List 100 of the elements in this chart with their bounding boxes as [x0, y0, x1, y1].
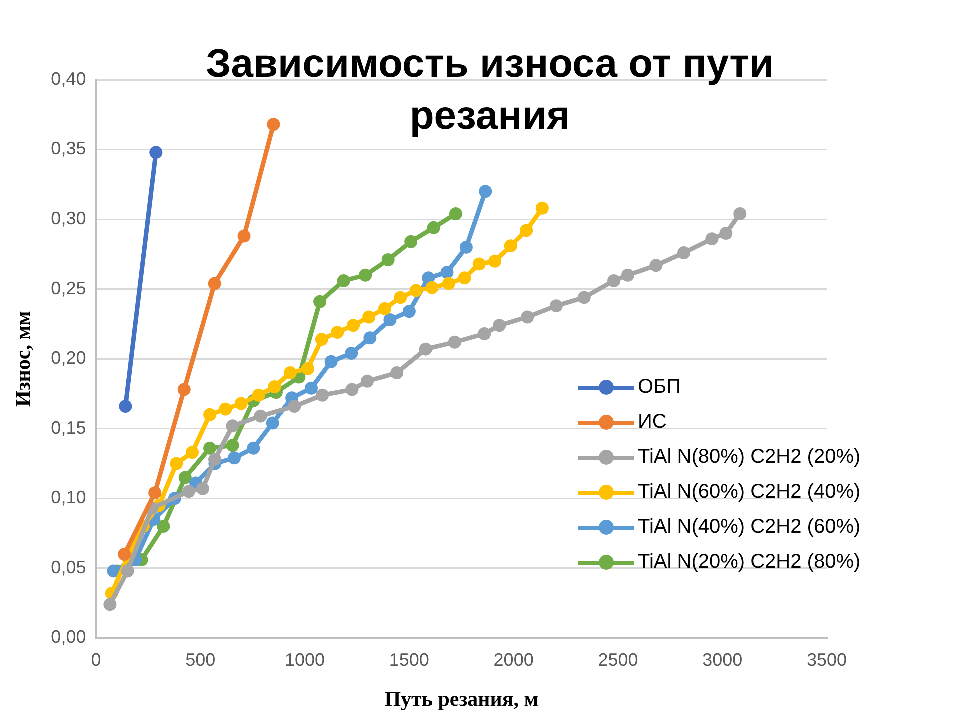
point: [346, 383, 359, 396]
point: [720, 227, 733, 240]
point: [394, 291, 408, 304]
point: [359, 268, 372, 282]
point: [578, 291, 591, 304]
point: [266, 416, 280, 430]
point: [304, 382, 318, 395]
point: [442, 277, 456, 290]
point: [504, 240, 518, 253]
point: [362, 310, 376, 324]
point: [346, 319, 360, 332]
point: [252, 388, 266, 402]
point: [536, 202, 549, 215]
point: [426, 281, 439, 294]
point: [390, 366, 404, 380]
point: [238, 230, 251, 243]
point: [208, 453, 222, 466]
legend-label: TiAl N(60%) C2H2 (40%): [638, 481, 861, 504]
point: [706, 232, 719, 246]
legend-label: ОБП: [638, 376, 682, 399]
point: [204, 442, 217, 455]
x-tick-label: 0: [91, 650, 102, 670]
point: [268, 380, 282, 394]
point: [427, 221, 440, 234]
y-tick-label: 0,30: [51, 208, 86, 229]
y-tick-label: 0,15: [51, 418, 86, 438]
point: [382, 254, 395, 267]
point: [267, 118, 280, 132]
point: [460, 240, 473, 254]
x-tick-label: 2500: [598, 650, 638, 670]
point: [550, 300, 563, 313]
point: [170, 457, 184, 470]
point: [384, 314, 397, 327]
x-tick-label: 2000: [494, 650, 534, 670]
point: [228, 452, 241, 465]
legend-label: TiAl N(20%) C2H2 (80%): [638, 551, 861, 574]
point: [677, 246, 690, 260]
point: [119, 400, 132, 414]
point: [622, 268, 635, 282]
y-axis-title: Износ, мм: [11, 311, 36, 408]
point: [478, 327, 492, 340]
point: [121, 564, 134, 578]
x-tick-label: 1500: [389, 650, 430, 670]
x-tick-label: 500: [186, 650, 216, 670]
point: [493, 319, 506, 332]
point: [364, 332, 377, 345]
point: [186, 446, 199, 460]
point: [315, 333, 328, 346]
point: [301, 362, 314, 376]
point: [404, 235, 418, 248]
y-tick-label: 0,20: [51, 348, 86, 368]
legend-label: TiAl N(80%) C2H2 (20%): [638, 446, 861, 469]
point: [107, 564, 120, 578]
point: [148, 486, 162, 500]
x-tick-label: 3500: [806, 650, 848, 670]
point: [204, 408, 217, 422]
point: [479, 185, 492, 198]
point: [521, 310, 534, 324]
point: [448, 336, 462, 349]
point: [288, 400, 302, 414]
point: [488, 254, 502, 268]
point: [118, 548, 132, 561]
point: [345, 347, 358, 360]
x-tick-label: 1000: [285, 650, 326, 670]
legend-label: ИС: [638, 411, 667, 434]
point: [650, 259, 663, 272]
legend-label: TiAl N(40%) C2H2 (60%): [638, 516, 861, 539]
point: [247, 442, 260, 455]
point: [178, 471, 192, 484]
y-tick-label: 0,35: [51, 138, 86, 159]
point: [520, 224, 534, 238]
x-axis-title: Путь резания, м: [384, 686, 539, 711]
point: [314, 295, 327, 308]
point: [196, 482, 210, 496]
point: [208, 277, 222, 290]
point: [157, 520, 170, 534]
point: [234, 397, 248, 410]
y-tick-label: 0,05: [51, 557, 86, 578]
point: [316, 388, 330, 402]
point: [178, 383, 191, 396]
point: [419, 342, 432, 356]
point: [449, 207, 462, 220]
point: [734, 207, 747, 220]
point: [472, 258, 486, 271]
y-tick-label: 0,40: [51, 68, 86, 89]
x-tick-label: 3000: [702, 650, 743, 670]
point: [226, 420, 240, 433]
point: [182, 485, 196, 498]
point: [104, 598, 117, 612]
point: [608, 274, 621, 288]
point: [324, 355, 338, 368]
point: [226, 439, 240, 452]
point: [331, 326, 344, 340]
chart-title: Зависимость износа от пути резания: [205, 41, 775, 140]
point: [254, 410, 268, 423]
point: [219, 402, 232, 416]
point: [360, 374, 374, 388]
point: [410, 284, 423, 298]
y-tick-label: 0,10: [51, 488, 86, 508]
point: [402, 305, 416, 318]
